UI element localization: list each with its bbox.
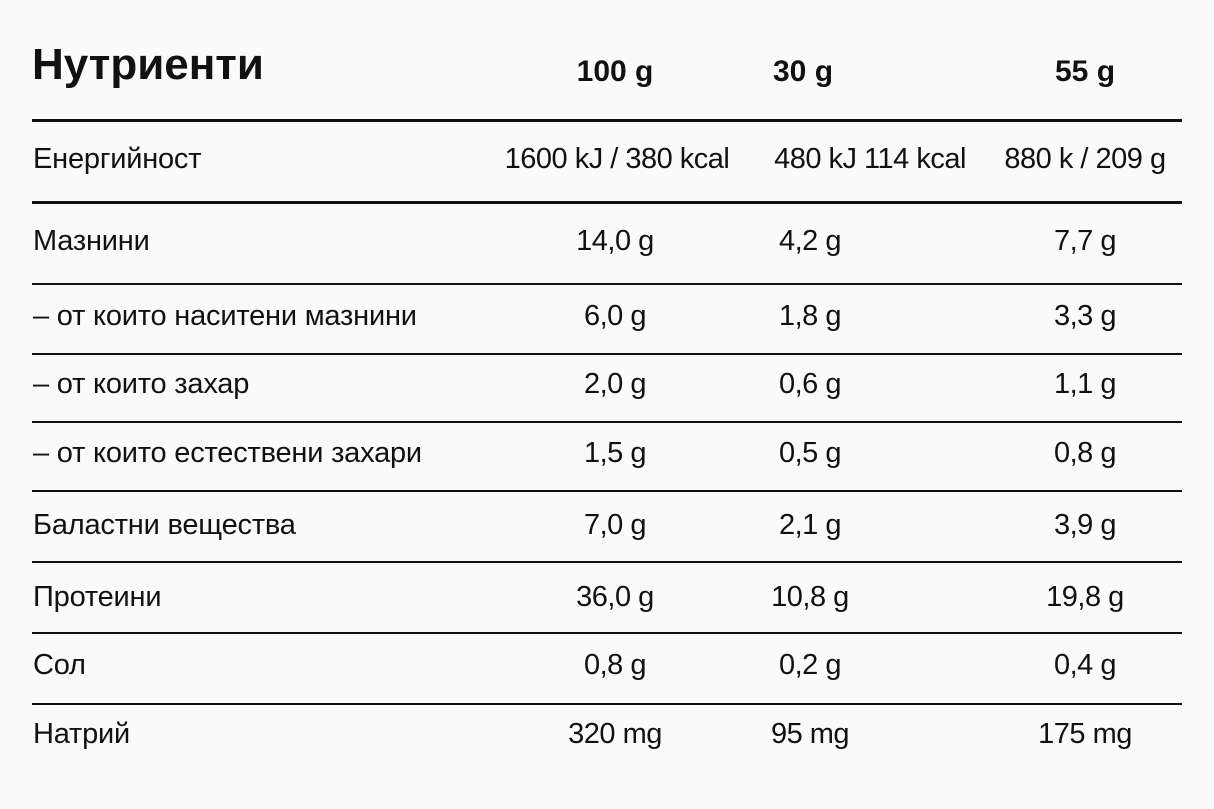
table-row: – от които захар 2,0 g 0,6 g 1,1 g xyxy=(0,368,1214,408)
nutrient-value: 2,0 g xyxy=(584,368,647,400)
table-row: Енергийност 1600 kJ / 380 kcal 480 kJ 114 … xyxy=(0,143,1214,183)
table-row: – от които наситени мазнини 6,0 g 1,8 g 3,3… xyxy=(0,300,1214,340)
nutrient-label: – от които захар xyxy=(33,368,250,400)
table-row: Мазнини 14,0 g 4,2 g 7,7 g xyxy=(0,225,1214,265)
table-row: Сол 0,8 g 0,2 g 0,4 g xyxy=(0,649,1214,689)
nutrient-value: 0,2 g xyxy=(779,649,842,681)
nutrient-value: 0,8 g xyxy=(584,649,647,681)
column-header-30g: 30 g xyxy=(772,55,834,88)
row-divider xyxy=(32,421,1182,423)
nutrient-value: 6,0 g xyxy=(584,300,647,332)
table-title: Нутриенти xyxy=(32,40,264,89)
nutrient-value: 0,6 g xyxy=(779,368,842,400)
row-divider xyxy=(32,490,1182,492)
nutrient-label: Сол xyxy=(33,649,86,681)
row-divider xyxy=(32,632,1182,634)
row-divider xyxy=(32,703,1182,705)
nutrient-label: – от които естествени захари xyxy=(33,437,422,469)
nutrient-value: 1,5 g xyxy=(584,437,647,469)
table-row: Протеини 36,0 g 10,8 g 19,8 g xyxy=(0,581,1214,621)
nutrient-value: 7,0 g xyxy=(584,509,647,541)
nutrient-value: 0,4 g xyxy=(1054,649,1117,681)
table-row: – от които естествени захари 1,5 g 0,5 g 0,… xyxy=(0,437,1214,477)
nutrient-label: Баластни вещества xyxy=(33,509,296,541)
nutrient-value: 3,3 g xyxy=(1054,300,1117,332)
nutrient-value: 10,8 g xyxy=(771,581,849,613)
nutrient-value: 175 mg xyxy=(1038,718,1132,750)
nutrient-value: 4,2 g xyxy=(779,225,842,257)
row-divider xyxy=(32,201,1182,204)
nutrient-value: 3,9 g xyxy=(1054,509,1117,541)
row-divider xyxy=(32,561,1182,563)
nutrient-label: – от които наситени мазнини xyxy=(33,300,417,332)
column-header-55g: 55 g xyxy=(1054,55,1116,88)
nutrient-label: Мазнини xyxy=(33,225,150,257)
row-divider xyxy=(32,119,1182,122)
nutrient-value: 320 mg xyxy=(568,718,662,750)
column-header-100g: 100 g xyxy=(576,55,654,88)
nutrient-value: 480 kJ 114 kcal xyxy=(774,143,966,175)
nutrient-value: 2,1 g xyxy=(779,509,842,541)
nutrient-value: 14,0 g xyxy=(576,225,654,257)
nutrient-value: 880 k / 209 g xyxy=(1004,143,1166,175)
nutrient-label: Натрий xyxy=(33,718,131,750)
nutrient-value: 1600 kJ / 380 kcal xyxy=(504,143,730,175)
nutrient-value: 7,7 g xyxy=(1054,225,1117,257)
nutrient-value: 19,8 g xyxy=(1046,581,1124,613)
nutrient-label: Енергийност xyxy=(33,143,202,175)
nutrient-label: Протеини xyxy=(33,581,162,613)
nutrient-value: 1,1 g xyxy=(1054,368,1117,400)
nutrient-value: 0,5 g xyxy=(779,437,842,469)
row-divider xyxy=(32,283,1182,285)
nutrient-value: 0,8 g xyxy=(1054,437,1117,469)
table-row: Баластни вещества 7,0 g 2,1 g 3,9 g xyxy=(0,509,1214,549)
table-row: Натрий 320 mg 95 mg 175 mg xyxy=(0,718,1214,758)
nutrient-value: 36,0 g xyxy=(576,581,654,613)
nutrient-value: 1,8 g xyxy=(779,300,842,332)
row-divider xyxy=(32,353,1182,355)
nutrient-value: 95 mg xyxy=(770,718,850,750)
